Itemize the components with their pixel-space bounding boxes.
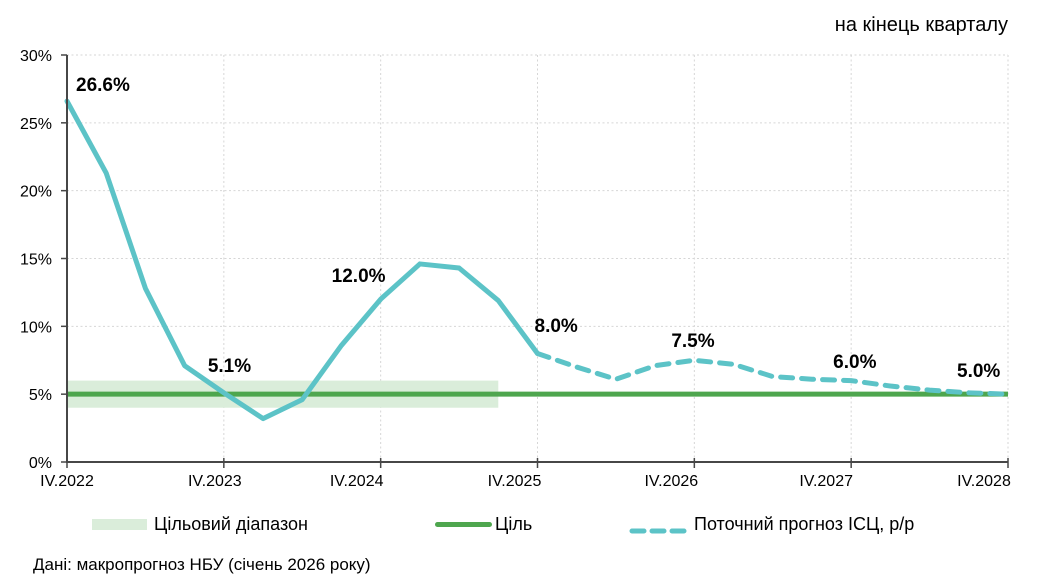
target-line-swatch-icon	[435, 521, 492, 527]
x-tick-label: IV.2028	[957, 473, 1011, 490]
y-tick-label: 10%	[20, 319, 52, 336]
x-tick-label: IV.2023	[188, 473, 242, 490]
y-tick-label: 25%	[20, 116, 52, 133]
forecast-dash-swatch-icon	[629, 521, 687, 534]
source-note: Дані: макропрогноз НБУ (січень 2026 року…	[33, 555, 371, 574]
legend-item-target: Ціль	[435, 511, 532, 537]
chart-subtitle: на кінець кварталу	[834, 14, 1008, 36]
chart-legend: Цільовий діапазон Ціль Поточний прогноз …	[0, 511, 1058, 537]
legend-item-target-band: Цільовий діапазон	[92, 511, 308, 537]
target-band-swatch-icon	[92, 518, 147, 530]
legend-label-target-band: Цільовий діапазон	[154, 513, 308, 534]
y-tick-label: 0%	[29, 455, 52, 472]
y-tick-label: 30%	[20, 48, 52, 65]
x-tick-label: IV.2022	[40, 473, 94, 490]
y-tick-label: 15%	[20, 252, 52, 269]
chart-canvas: 0% 5% 10% 15% 20% 25% 30% IV.2022 IV.2023 IV.2024…	[20, 48, 1011, 490]
forecast-line	[535, 350, 1011, 397]
actual-line	[64, 98, 540, 422]
legend-label-forecast: Поточний прогноз ІСЦ, р/р	[694, 513, 915, 534]
y-tick-label: 5%	[29, 387, 52, 404]
y-tick-label: 20%	[20, 184, 52, 201]
x-tick-label: IV.2025	[488, 473, 542, 490]
x-tick-label: IV.2024	[330, 473, 384, 490]
x-tick-label: IV.2026	[644, 473, 698, 490]
x-tick-label: IV.2027	[799, 473, 853, 490]
legend-label-target: Ціль	[495, 513, 533, 534]
legend-item-forecast: Поточний прогноз ІСЦ, р/р	[629, 511, 914, 537]
